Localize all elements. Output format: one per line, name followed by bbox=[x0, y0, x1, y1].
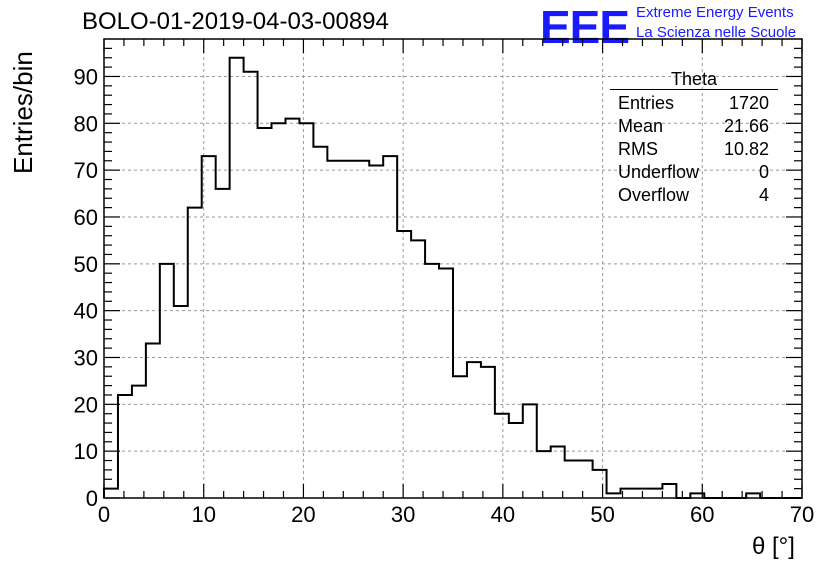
histogram-bin bbox=[634, 489, 648, 498]
histogram-bin bbox=[551, 446, 565, 498]
histogram-bin bbox=[662, 484, 676, 498]
histogram-bin bbox=[160, 264, 174, 498]
histogram-bin bbox=[453, 376, 467, 498]
stats-row-rms: RMS 10.82 bbox=[618, 139, 769, 159]
histogram-bin bbox=[230, 58, 244, 498]
x-tick-label: 30 bbox=[391, 502, 415, 527]
histogram-bin bbox=[537, 451, 551, 498]
stats-box: Theta Entries 1720 Mean 21.66 RMS 10.82 Und… bbox=[610, 70, 778, 207]
histogram-bin bbox=[202, 156, 216, 498]
histogram-bin bbox=[565, 461, 579, 498]
histogram-bin bbox=[425, 264, 439, 498]
y-tick-label: 20 bbox=[74, 392, 98, 417]
histogram-bin bbox=[188, 208, 202, 498]
histogram-bin bbox=[285, 119, 299, 498]
x-tick-label: 10 bbox=[191, 502, 215, 527]
histogram-bin bbox=[132, 386, 146, 498]
histogram-outline bbox=[103, 56, 802, 499]
histogram-bin bbox=[369, 165, 383, 498]
histogram-bin bbox=[174, 306, 188, 498]
x-tick-label: 60 bbox=[690, 502, 714, 527]
y-tick-label: 80 bbox=[74, 111, 98, 136]
y-tick-label: 0 bbox=[86, 486, 98, 511]
stats-row-underflow: Underflow 0 bbox=[618, 162, 769, 182]
stats-row-mean: Mean 21.66 bbox=[618, 116, 769, 136]
x-tick-label: 20 bbox=[291, 502, 315, 527]
histogram-bin bbox=[397, 231, 411, 498]
stats-row-overflow: Overflow 4 bbox=[618, 185, 769, 205]
histogram-bin bbox=[579, 461, 593, 498]
histogram-bin bbox=[313, 147, 327, 498]
histogram-bin bbox=[244, 72, 258, 498]
histogram-bin bbox=[383, 156, 397, 498]
x-tick-label: 0 bbox=[98, 502, 110, 527]
histogram-bin bbox=[299, 123, 313, 498]
x-axis-label: θ [°] bbox=[752, 533, 795, 560]
x-tick-label: 40 bbox=[491, 502, 515, 527]
stats-row-entries: Entries 1720 bbox=[618, 93, 769, 113]
histogram-bin bbox=[272, 123, 286, 498]
x-tick-label: 70 bbox=[790, 502, 814, 527]
histogram-bin bbox=[411, 240, 425, 498]
histogram-bin bbox=[355, 161, 369, 498]
y-tick-label: 60 bbox=[74, 205, 98, 230]
y-tick-label: 30 bbox=[74, 345, 98, 370]
histogram-bin bbox=[523, 404, 537, 498]
logo-line-2: La Scienza nelle Scuole bbox=[636, 24, 797, 41]
stats-box-title: Theta bbox=[610, 70, 778, 90]
histogram-bin bbox=[439, 269, 453, 499]
y-tick-label: 90 bbox=[74, 64, 98, 89]
histogram-bin bbox=[593, 470, 607, 498]
y-tick-label: 70 bbox=[74, 158, 98, 183]
histogram-bin bbox=[341, 161, 355, 498]
histogram-bin bbox=[509, 423, 523, 498]
histogram-bin bbox=[258, 128, 272, 498]
y-tick-label: 10 bbox=[74, 439, 98, 464]
eee-logo-mark: EEE bbox=[540, 1, 630, 53]
histogram-bin bbox=[495, 414, 509, 498]
plot-frame bbox=[103, 38, 803, 499]
y-tick-label: 50 bbox=[74, 252, 98, 277]
histogram-bin bbox=[146, 343, 160, 498]
histogram-bin bbox=[327, 161, 341, 498]
x-tick-label: 50 bbox=[590, 502, 614, 527]
histogram-bin bbox=[481, 367, 495, 498]
histogram-bin bbox=[467, 362, 481, 498]
histogram-bin bbox=[104, 489, 118, 498]
histogram-bin bbox=[216, 189, 230, 498]
histogram-bin bbox=[648, 489, 662, 498]
histogram-bin bbox=[118, 395, 132, 498]
chart-title: BOLO-01-2019-04-03-00894 bbox=[82, 8, 389, 35]
y-tick-label: 40 bbox=[74, 299, 98, 324]
logo-line-1: Extreme Energy Events bbox=[636, 4, 794, 21]
